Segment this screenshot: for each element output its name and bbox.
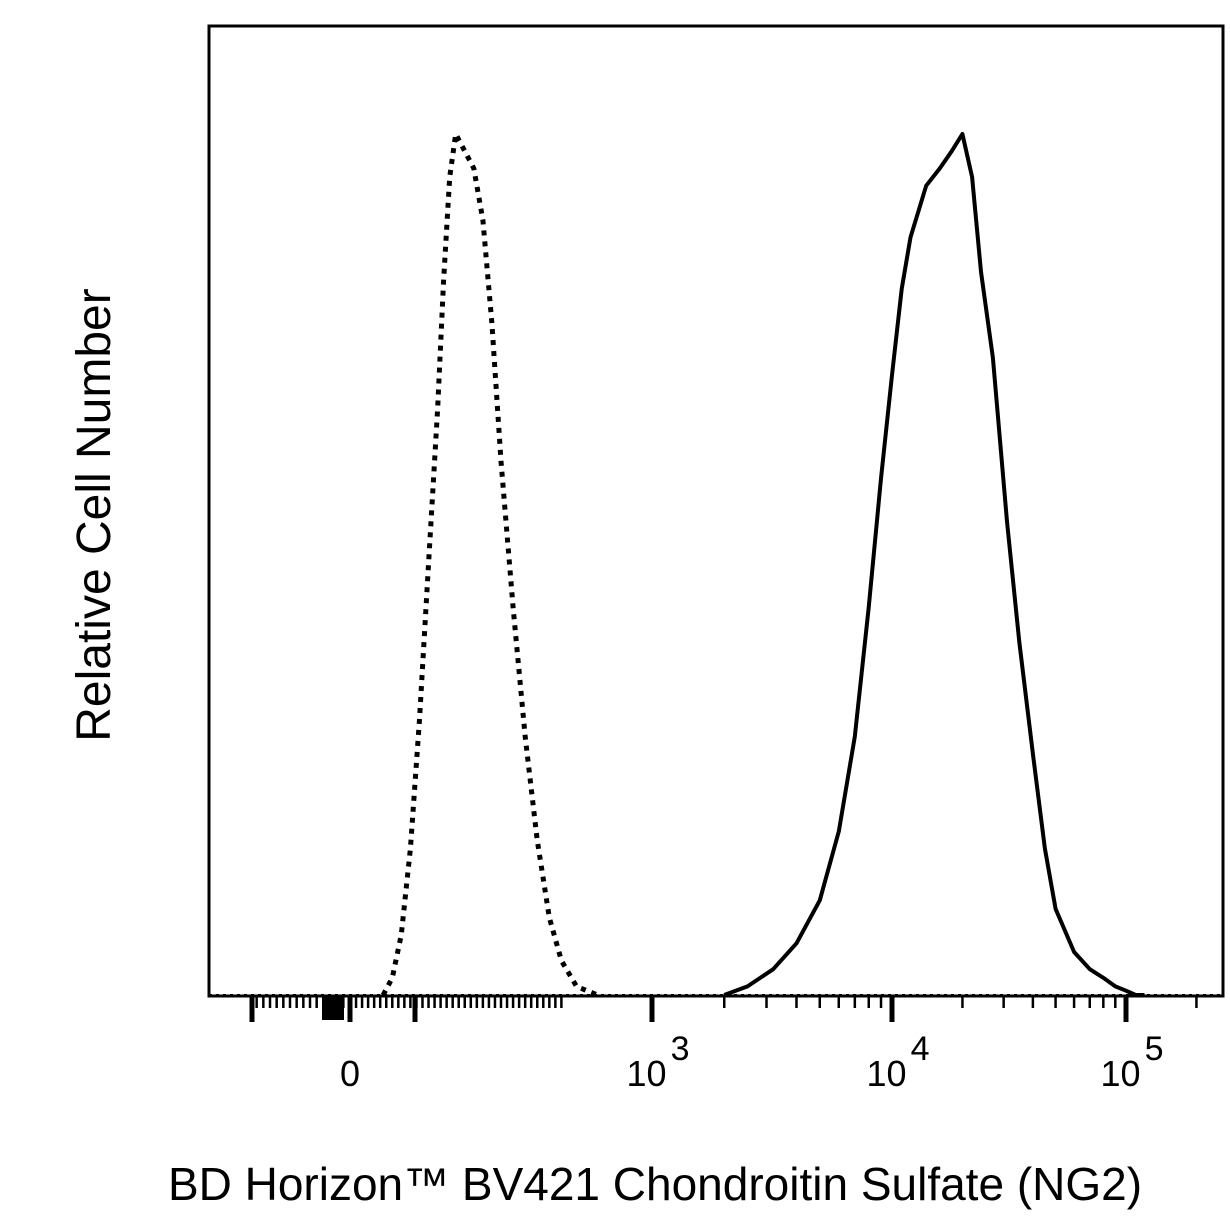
x-tick-label: 103 (627, 1030, 690, 1094)
series-line-isotype-control (380, 131, 599, 998)
x-axis-minor-ticks (255, 996, 1198, 1008)
x-axis-title: BD Horizon™ BV421 Chondroitin Sulfate (N… (168, 1158, 1142, 1210)
series-line-chondroitin-sulfate-ng2- (723, 132, 1145, 997)
x-axis-tick-labels: 0 103 104 105 (340, 1030, 1164, 1094)
x-tick-label: 105 (1101, 1030, 1164, 1094)
x-axis-major-ticks (249, 996, 1129, 1022)
series-layer (209, 131, 1223, 998)
x-tick-label: 104 (867, 1030, 930, 1094)
y-axis-title: Relative Cell Number (68, 288, 121, 742)
zero-tick-cluster (322, 996, 344, 1020)
plot-frame (207, 24, 1225, 998)
x-tick-label: 0 (340, 1053, 360, 1094)
